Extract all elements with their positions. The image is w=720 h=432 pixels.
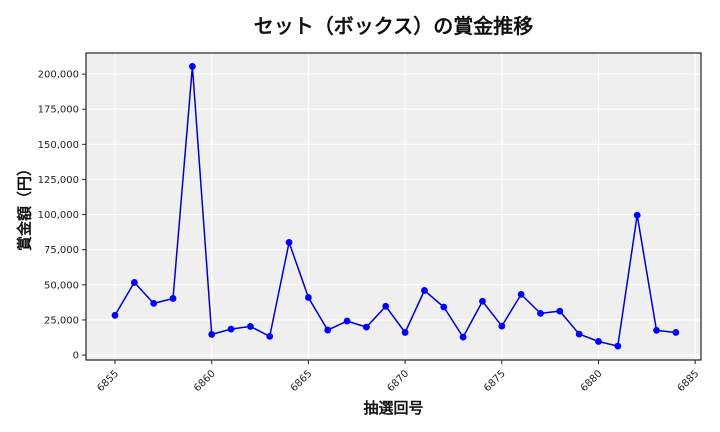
y-tick-label: 0 bbox=[73, 351, 79, 362]
data-point bbox=[537, 309, 544, 317]
data-point bbox=[208, 331, 216, 338]
data-point bbox=[169, 295, 177, 302]
data-point bbox=[401, 329, 409, 336]
x-tick-label: 6865 bbox=[289, 368, 315, 394]
data-point bbox=[363, 323, 370, 331]
data-point bbox=[305, 294, 312, 301]
y-tick-label: 50,000 bbox=[44, 280, 79, 291]
y-tick-label: 200,000 bbox=[38, 70, 79, 81]
series-line bbox=[114, 66, 676, 348]
y-tick-label: 150,000 bbox=[38, 140, 79, 151]
grid-lines bbox=[86, 53, 701, 360]
x-tick-label: 6855 bbox=[95, 368, 121, 394]
plot-area bbox=[86, 53, 701, 360]
data-point bbox=[556, 307, 564, 315]
plot-frame bbox=[85, 52, 702, 361]
data-point bbox=[653, 326, 660, 334]
data-point bbox=[111, 311, 119, 319]
data-point bbox=[324, 326, 332, 334]
y-tick-label: 100,000 bbox=[38, 210, 79, 221]
data-point bbox=[614, 342, 622, 350]
y-tick-label: 125,000 bbox=[38, 175, 79, 186]
y-tick-label: 175,000 bbox=[38, 105, 79, 116]
data-point bbox=[421, 287, 428, 294]
data-point bbox=[479, 297, 486, 305]
x-axis-label: 抽選回号 bbox=[363, 399, 424, 417]
data-point bbox=[130, 279, 138, 286]
data-point bbox=[285, 238, 293, 246]
data-point bbox=[382, 302, 390, 310]
x-tick-label: 6885 bbox=[676, 368, 702, 394]
y-axis-ticks: 0 25,000 50,000 75,000 100,000 125,000 150,000… bbox=[38, 70, 86, 362]
data-point bbox=[343, 317, 351, 325]
data-point bbox=[227, 325, 235, 333]
data-point bbox=[595, 338, 602, 345]
data-point bbox=[266, 332, 274, 340]
data-point bbox=[246, 323, 254, 330]
data-point bbox=[575, 330, 583, 338]
chart-title: セット（ボックス）の賞金推移 bbox=[253, 14, 534, 38]
x-axis-ticks: 6855 6860 6865 6870 6875 6880 6885 bbox=[95, 360, 701, 394]
y-tick-label: 75,000 bbox=[44, 245, 79, 256]
x-tick-label: 6860 bbox=[192, 368, 218, 394]
y-tick-label: 25,000 bbox=[44, 315, 79, 326]
data-point bbox=[633, 211, 641, 219]
data-point bbox=[672, 329, 680, 336]
data-point bbox=[498, 322, 506, 330]
data-series bbox=[111, 62, 680, 350]
data-point bbox=[188, 62, 196, 70]
data-point bbox=[440, 303, 448, 311]
data-point bbox=[517, 290, 525, 298]
data-point bbox=[150, 299, 158, 307]
x-tick-label: 6870 bbox=[385, 368, 411, 394]
x-tick-label: 6875 bbox=[482, 368, 508, 394]
data-point bbox=[459, 333, 467, 341]
x-tick-label: 6880 bbox=[579, 368, 605, 394]
